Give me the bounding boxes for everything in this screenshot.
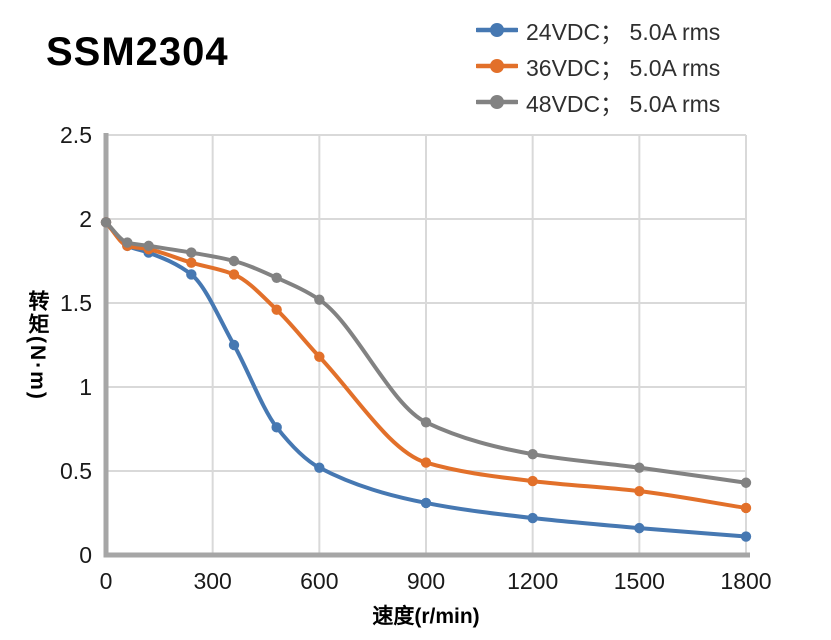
x-tick-label: 900 — [407, 568, 445, 594]
legend-marker-line-dot-icon — [476, 95, 518, 109]
legend-marker-line-dot-icon — [476, 23, 518, 37]
data-point-36vdc — [271, 304, 282, 315]
y-tick-label: 2 — [79, 206, 92, 232]
legend-item-36vdc: 36VDC； 5.0A rms — [476, 48, 720, 84]
data-point-48vdc — [122, 237, 133, 248]
data-point-48vdc — [271, 272, 282, 283]
legend-marker-line-dot-icon — [476, 59, 518, 73]
legend-item-48vdc: 48VDC； 5.0A rms — [476, 84, 720, 120]
legend-label: 48VDC； 5.0A rms — [526, 91, 721, 117]
data-point-36vdc — [527, 475, 538, 487]
data-point-36vdc — [740, 502, 752, 514]
y-tick-label: 0 — [79, 542, 92, 568]
legend-item-24vdc: 24VDC； 5.0A rms — [476, 12, 720, 48]
x-tick-label: 1800 — [720, 568, 771, 594]
data-point-48vdc — [228, 255, 240, 267]
data-point-48vdc — [100, 217, 112, 228]
data-point-24vdc — [186, 269, 197, 280]
data-point-24vdc — [420, 497, 432, 509]
x-tick-label: 1500 — [614, 568, 665, 594]
x-tick-label: 600 — [300, 568, 338, 594]
data-point-48vdc — [634, 462, 645, 473]
data-point-24vdc — [740, 531, 752, 542]
data-point-24vdc — [527, 512, 538, 524]
data-point-36vdc — [186, 257, 197, 268]
data-point-24vdc — [634, 522, 645, 534]
y-tick-label: 1.5 — [60, 290, 92, 316]
x-axis-title: 速度(r/min) — [372, 605, 480, 628]
y-tick-label: 2.5 — [60, 122, 92, 148]
legend: 24VDC； 5.0A rms 36VDC； 5.0A rms 48VDC； 5… — [476, 12, 720, 120]
legend-label: 24VDC； 5.0A rms — [526, 19, 721, 45]
data-point-48vdc — [186, 247, 197, 258]
y-axis-title: 转矩(N·m) — [26, 289, 49, 401]
x-tick-label: 1200 — [507, 568, 558, 594]
x-tick-label: 0 — [100, 568, 113, 594]
y-tick-label: 1 — [79, 374, 92, 400]
data-point-24vdc — [228, 339, 240, 351]
data-point-36vdc — [634, 485, 645, 497]
x-tick-label: 300 — [193, 568, 231, 594]
data-point-48vdc — [314, 294, 325, 305]
data-point-36vdc — [314, 351, 325, 362]
y-tick-label: 0.5 — [60, 458, 92, 484]
data-point-36vdc — [420, 457, 432, 468]
data-point-24vdc — [314, 462, 325, 473]
data-point-48vdc — [420, 417, 432, 428]
data-point-48vdc — [527, 449, 538, 460]
data-point-48vdc — [740, 477, 752, 488]
chart-title: SSM2304 — [46, 30, 229, 74]
legend-label: 36VDC； 5.0A rms — [526, 55, 721, 81]
data-point-48vdc — [143, 240, 154, 252]
data-point-24vdc — [271, 422, 282, 433]
data-point-36vdc — [228, 269, 240, 280]
